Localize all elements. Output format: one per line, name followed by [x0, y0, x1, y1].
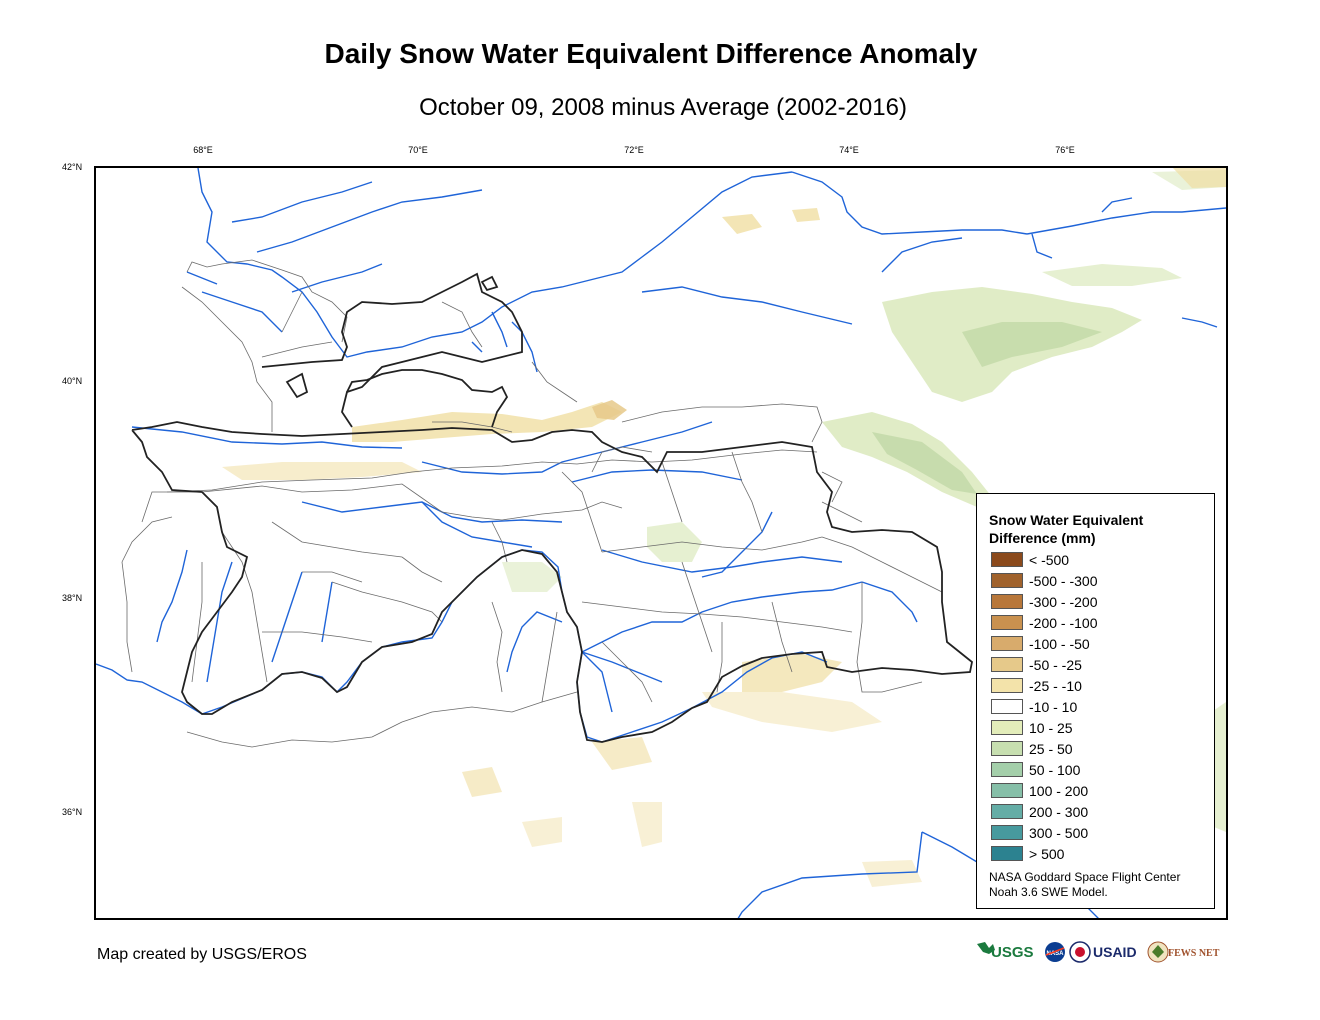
legend-swatch: [991, 678, 1023, 693]
province-boundaries: [121, 259, 943, 748]
rivers: [96, 168, 1226, 918]
legend-swatch: [991, 573, 1023, 588]
legend-label: 300 - 500: [1029, 825, 1089, 841]
legend-swatch: [991, 636, 1023, 651]
map-title: Daily Snow Water Equivalent Difference A…: [324, 38, 978, 69]
legend-label: 50 - 100: [1029, 762, 1081, 778]
usaid-logo: USAID: [1069, 941, 1137, 963]
partner-logos-graphic: USGS NASA USAID FEWS NET: [977, 941, 1220, 963]
map-credit: Map created by USGS/EROS: [97, 946, 307, 963]
legend-swatch: [991, 657, 1023, 672]
legend-swatch: [991, 762, 1023, 777]
fewsnet-logo: FEWS NET: [1147, 941, 1220, 963]
legend-label: -10 - 10: [1029, 699, 1078, 715]
usaid-logo-text: USAID: [1093, 944, 1137, 960]
legend-swatch: [991, 699, 1023, 714]
legend-title-line2: Difference (mm): [989, 530, 1096, 546]
legend-title: Snow Water Equivalent Difference (mm): [989, 511, 1143, 547]
legend-label: -300 - -200: [1029, 594, 1098, 610]
legend-credit-line1: NASA Goddard Space Flight Center: [989, 870, 1181, 884]
legend-label: 10 - 25: [1029, 720, 1073, 736]
legend-swatch: [991, 615, 1023, 630]
nasa-logo: NASA: [1045, 942, 1065, 962]
lon-label-68e: 68°E: [193, 145, 213, 155]
legend-label: > 500: [1029, 846, 1065, 862]
lon-label-74e: 74°E: [839, 145, 859, 155]
legend-swatch: [991, 783, 1023, 798]
legend-swatch: [991, 720, 1023, 735]
snow-positive-areas: [502, 170, 1226, 832]
map-subtitle: October 09, 2008 minus Average (2002-201…: [419, 94, 907, 121]
lat-label-42n: 42°N: [62, 162, 83, 172]
partner-logos: USGS NASA USAID FEWS NET: [975, 938, 1225, 968]
lat-label-40n: 40°N: [62, 376, 83, 386]
lon-label-72e: 72°E: [624, 145, 644, 155]
legend-swatch: [991, 741, 1023, 756]
fewsnet-logo-text: FEWS NET: [1168, 948, 1220, 959]
legend-label: 100 - 200: [1029, 783, 1089, 799]
legend-title-line1: Snow Water Equivalent: [989, 512, 1144, 528]
usgs-logo-text: USGS: [991, 944, 1034, 961]
usgs-logo: USGS: [977, 942, 1034, 961]
legend-credit-line2: Noah 3.6 SWE Model.: [989, 885, 1108, 899]
legend-swatch: [991, 552, 1023, 567]
legend-swatch: [991, 846, 1023, 861]
lon-label-70e: 70°E: [408, 145, 428, 155]
legend: Snow Water Equivalent Difference (mm) < …: [976, 493, 1215, 909]
legend-label: 25 - 50: [1029, 741, 1073, 757]
legend-swatch: [991, 594, 1023, 609]
lat-label-38n: 38°N: [62, 593, 83, 603]
lat-label-36n: 36°N: [62, 807, 83, 817]
legend-label: 200 - 300: [1029, 804, 1089, 820]
snow-negative-areas: [222, 168, 1226, 887]
country-boundaries: [131, 272, 973, 743]
legend-swatch: [991, 825, 1023, 840]
legend-swatch: [991, 804, 1023, 819]
legend-label: -25 - -10: [1029, 678, 1082, 694]
legend-label: < -500: [1029, 552, 1070, 568]
map-canvas: [96, 168, 1226, 918]
nasa-logo-text: NASA: [1046, 951, 1064, 957]
legend-label: -100 - -50: [1029, 636, 1090, 652]
lon-label-76e: 76°E: [1055, 145, 1075, 155]
legend-label: -200 - -100: [1029, 615, 1098, 631]
legend-label: -50 - -25: [1029, 657, 1082, 673]
legend-label: -500 - -300: [1029, 573, 1098, 589]
